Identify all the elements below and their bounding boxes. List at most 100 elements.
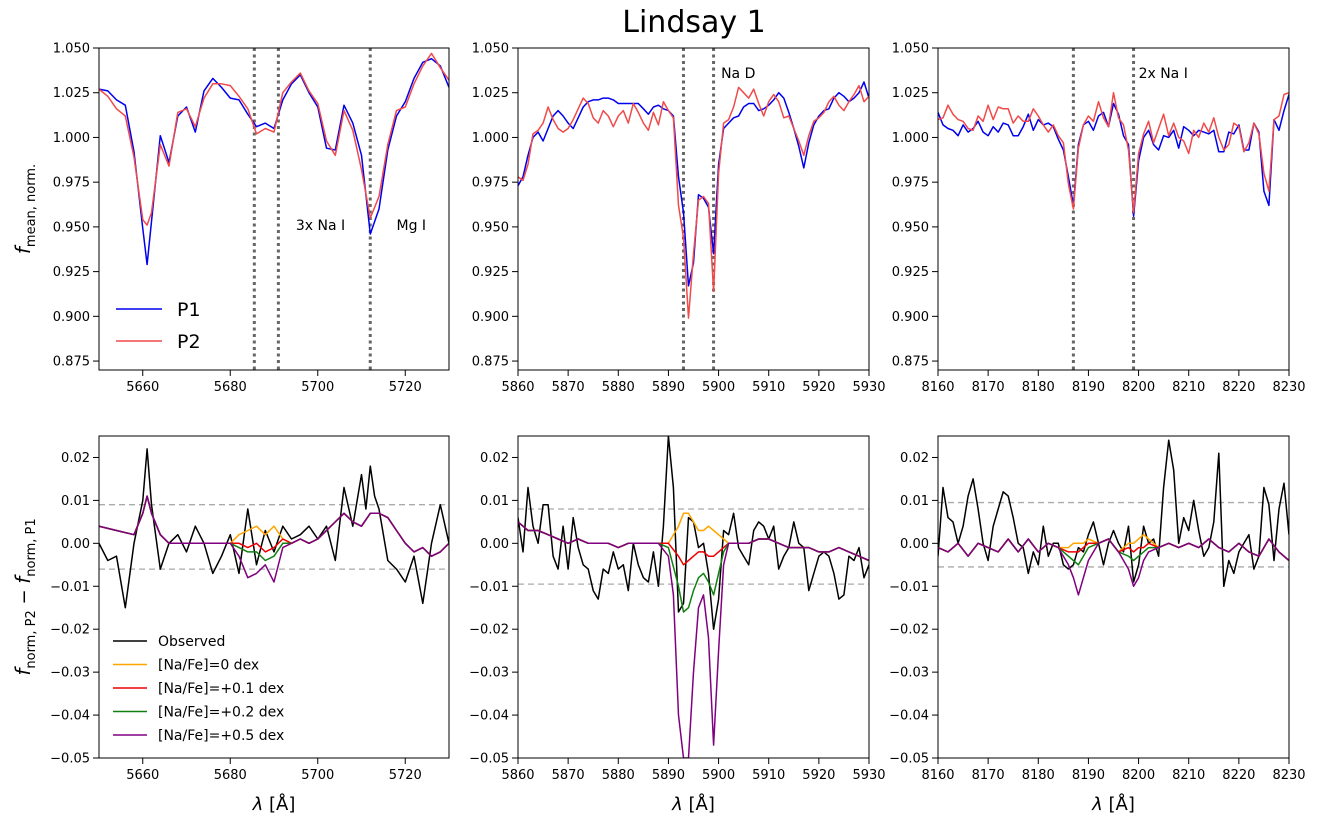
y-tick-label: 0.900 — [472, 310, 509, 325]
plot-area — [938, 48, 1289, 370]
x-tick-label: 5660 — [126, 768, 159, 783]
x-tick-label: 5890 — [652, 380, 685, 395]
axes-frame — [937, 435, 1290, 759]
series-line-observed — [938, 439, 1289, 588]
panel-top-1: 5660 5680 5700 5720 0.875 0.900 0.925 0.950 0.97… — [11, 42, 450, 395]
x-tick-label: 5700 — [301, 768, 334, 783]
y-tick-label: −0.02 — [469, 623, 509, 638]
line-annotation: 2x Na I — [1139, 66, 1188, 82]
legend-label: P1 — [177, 299, 201, 321]
y-tick-label: −0.02 — [889, 623, 929, 638]
x-tick-label: 8190 — [1072, 768, 1105, 783]
y-tick-label: 0.00 — [61, 537, 90, 552]
y-axis-label: fnorm, P2 − fnorm, P1 — [11, 518, 39, 675]
x-tick-label: 8220 — [1222, 380, 1255, 395]
x-tick-label: 8170 — [972, 768, 1005, 783]
y-tick-label: 0.875 — [53, 355, 90, 370]
y-tick-label: 1.050 — [892, 42, 929, 57]
y-tick-label: 0.900 — [892, 310, 929, 325]
y-tick-label: 0.900 — [53, 310, 90, 325]
y-tick-label: 0.925 — [472, 265, 509, 280]
legend-label: P2 — [177, 331, 201, 353]
x-tick-label: 5870 — [552, 380, 585, 395]
x-axis-label: λ [Å] — [671, 793, 715, 815]
y-tick-label: 0.00 — [900, 537, 929, 552]
y-tick-label: 1.025 — [892, 86, 929, 101]
x-tick-label: 5880 — [602, 380, 635, 395]
y-tick-label: 0.02 — [61, 451, 90, 466]
panel-top-3: 8160 8170 8180 8190 8200 8210 8220 8230 0.875 0.9… — [892, 42, 1306, 396]
panel-bottom-3: 8160 8170 8180 8190 8200 8210 8220 8230 −0.05 −0.… — [889, 435, 1306, 815]
plot-area — [518, 48, 869, 370]
x-tick-label: 5660 — [126, 380, 159, 395]
y-tick-label: 0.975 — [53, 176, 90, 191]
y-tick-label: 0.950 — [472, 220, 509, 235]
x-tick-label: 5920 — [802, 768, 835, 783]
line-annotation: 3x Na I — [296, 218, 345, 234]
y-tick-label: −0.03 — [50, 666, 90, 681]
y-tick-label: 0.02 — [480, 451, 509, 466]
y-tick-label: 0.00 — [480, 537, 509, 552]
y-tick-label: 1.000 — [53, 131, 90, 146]
x-tick-label: 8230 — [1272, 380, 1305, 395]
y-tick-label: 0.975 — [472, 176, 509, 191]
y-tick-label: −0.05 — [469, 752, 509, 767]
series-line-p2 — [99, 52, 449, 226]
x-tick-label: 5700 — [301, 380, 334, 395]
legend-label: [Na/Fe]=0 dex — [158, 658, 259, 674]
y-tick-label: −0.03 — [889, 666, 929, 681]
x-tick-label: 8200 — [1122, 380, 1155, 395]
y-tick-label: 0.01 — [900, 494, 929, 509]
plot-area — [518, 436, 869, 758]
series-line-na05 — [938, 538, 1289, 596]
panel-bottom-2: 5860 5870 5880 5890 5900 5910 5920 5930 −0.05 −0.… — [469, 435, 886, 815]
y-tick-label: −0.04 — [50, 709, 90, 724]
x-tick-label: 5680 — [214, 380, 247, 395]
plot-area — [99, 48, 449, 370]
x-tick-label: 5900 — [702, 380, 735, 395]
x-tick-label: 8160 — [921, 768, 954, 783]
legend-label: [Na/Fe]=+0.1 dex — [158, 681, 284, 697]
panel-bottom-1: 5660 5680 5700 5720 −0.05 −0.04 −0.03 −0.02 −0.0… — [11, 435, 450, 815]
y-tick-label: 1.050 — [472, 42, 509, 57]
axes-frame — [98, 435, 450, 759]
y-tick-label: −0.01 — [889, 580, 929, 595]
x-tick-label: 5870 — [552, 768, 585, 783]
x-tick-label: 5720 — [389, 768, 422, 783]
x-tick-label: 5930 — [852, 768, 885, 783]
series-line-p1 — [99, 57, 449, 266]
y-tick-label: 1.000 — [472, 131, 509, 146]
series-line-observed — [99, 448, 449, 609]
x-tick-label: 8180 — [1022, 380, 1055, 395]
series-line-na05 — [99, 495, 449, 583]
x-axis-label: λ [Å] — [252, 793, 296, 815]
x-tick-label: 8160 — [921, 380, 954, 395]
y-tick-label: −0.05 — [889, 752, 929, 767]
x-tick-label: 8180 — [1022, 768, 1055, 783]
x-tick-label: 5880 — [602, 768, 635, 783]
figure-title: Lindsay 1 — [622, 5, 766, 40]
plot-area — [938, 439, 1289, 596]
series-line-p2 — [938, 91, 1289, 214]
y-tick-label: 0.950 — [892, 220, 929, 235]
y-axis-label: fmean, norm. — [11, 164, 39, 254]
x-tick-label: 5910 — [752, 768, 785, 783]
series-line-p1 — [938, 94, 1289, 217]
plot-area — [99, 448, 449, 609]
panel-top-2: 5860 5870 5880 5890 5900 5910 5920 5930 0.875 0.9… — [472, 42, 886, 396]
series-line-na05 — [518, 521, 869, 758]
y-tick-label: −0.01 — [50, 580, 90, 595]
y-tick-label: 0.975 — [892, 176, 929, 191]
y-tick-label: 0.925 — [53, 265, 90, 280]
x-tick-label: 5860 — [501, 768, 534, 783]
y-tick-label: 1.000 — [892, 131, 929, 146]
axes-frame — [937, 47, 1290, 371]
x-tick-label: 8210 — [1172, 768, 1205, 783]
y-tick-label: 0.01 — [61, 494, 90, 509]
x-tick-label: 5930 — [852, 380, 885, 395]
y-tick-label: −0.02 — [50, 623, 90, 638]
y-tick-label: −0.04 — [469, 709, 509, 724]
x-tick-label: 5860 — [501, 380, 534, 395]
y-tick-label: 0.875 — [472, 355, 509, 370]
